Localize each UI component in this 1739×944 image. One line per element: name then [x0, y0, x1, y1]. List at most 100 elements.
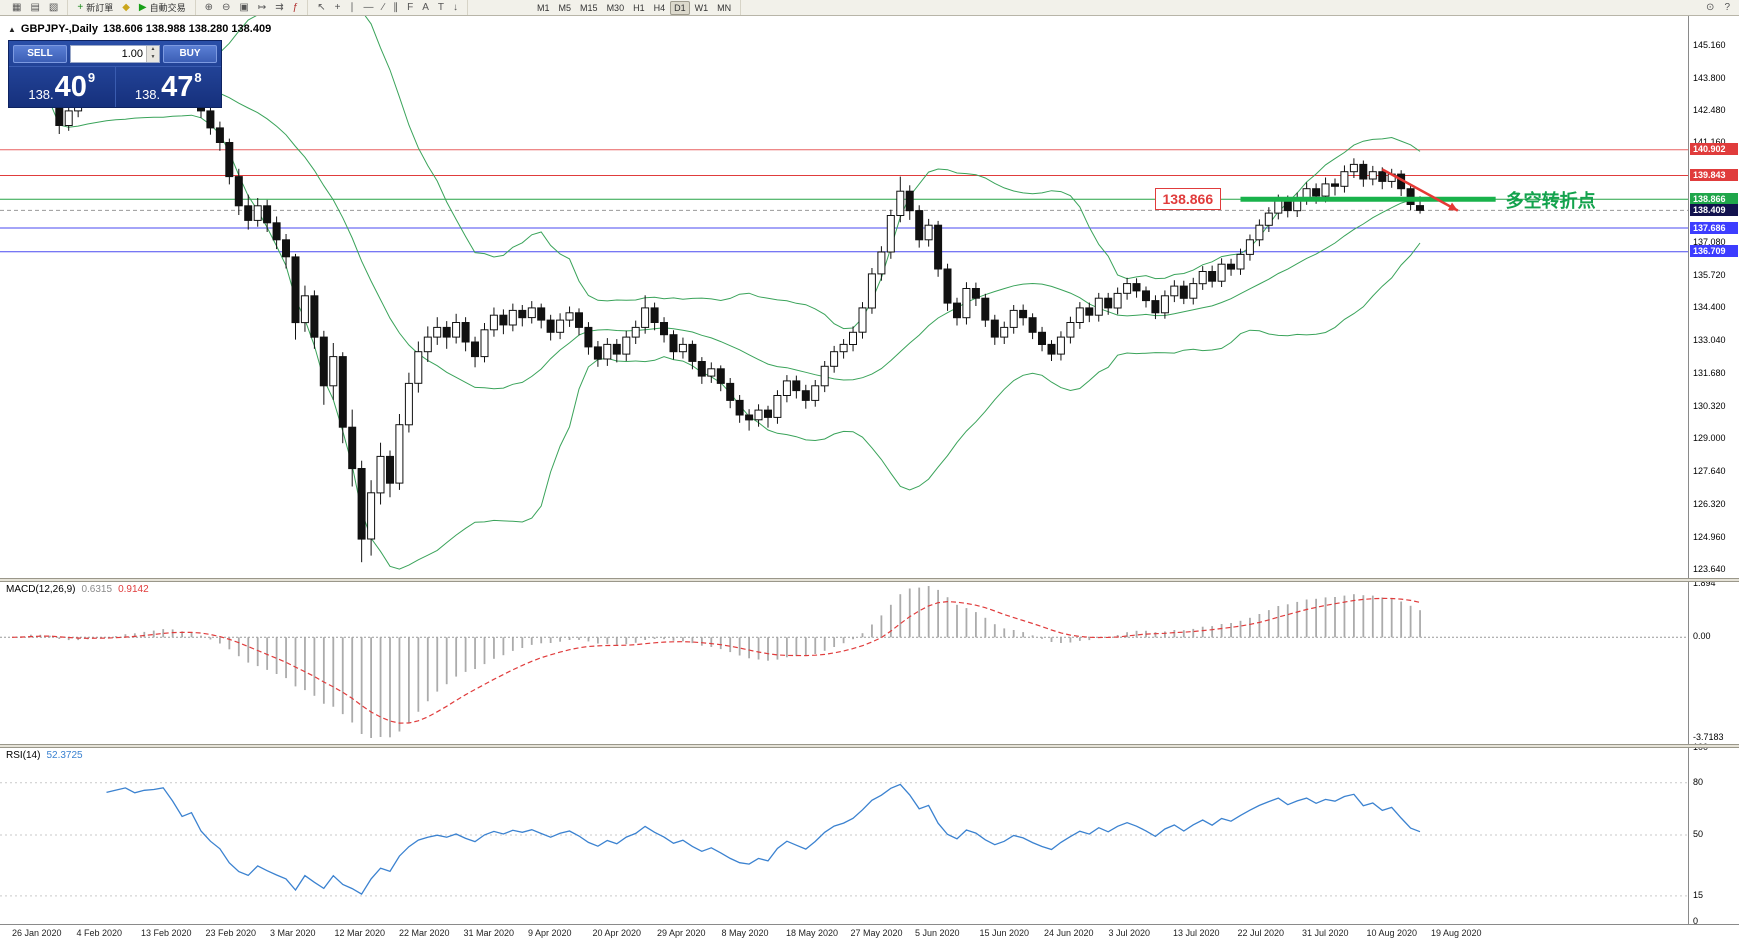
zoom-out-button[interactable]: ⊖ [218, 1, 234, 15]
chart-shift-button[interactable]: ⇉ [271, 1, 287, 15]
auto-scroll-button[interactable]: ↦ [254, 1, 270, 15]
tf-m1-label: M1 [537, 2, 550, 13]
new-order-label: 新訂單 [86, 3, 114, 13]
collapse-icon[interactable]: ▲ [8, 24, 16, 34]
metaeditor-button[interactable]: ◆ [118, 1, 134, 15]
date-axis[interactable]: 26 Jan 2020 4 Feb 2020 13 Feb 2020 23 Feb 2… [0, 925, 1739, 944]
tf-d1-button[interactable]: D1 [670, 0, 690, 15]
volume-value: 1.00 [121, 47, 143, 60]
price-axis[interactable]: 145.160 143.800 142.480 141.160 137.080 135.7… [1690, 0, 1739, 944]
zoom-in-button[interactable]: ⊕ [201, 1, 217, 15]
price-axis-separator [1688, 16, 1689, 924]
date-label: 18 May 2020 [786, 928, 839, 938]
date-label: 5 Jun 2020 [915, 928, 960, 938]
macd-label: MACD(12,26,9) 0.6315 0.9142 [6, 584, 149, 595]
horizontal-line-button[interactable]: ― [359, 1, 377, 15]
indicators-button[interactable]: ƒ [289, 1, 303, 15]
new-order-button[interactable]: + 新訂單 [73, 1, 117, 15]
price-axis-label: 145.160 [1693, 40, 1726, 51]
tf-w1-button[interactable]: W1 [691, 1, 713, 15]
sell-button[interactable]: SELL [13, 44, 67, 63]
help-button[interactable]: ? [1720, 1, 1734, 15]
date-label: 31 Mar 2020 [463, 928, 515, 938]
spinner-down-icon[interactable]: ▼ [147, 53, 159, 62]
price-axis-label: 135.720 [1693, 269, 1726, 280]
sell-price-pips: 40 [54, 70, 87, 103]
date-label: 23 Feb 2020 [205, 928, 257, 938]
date-label: 29 Apr 2020 [657, 928, 706, 938]
vertical-line-button[interactable]: ∣ [345, 1, 358, 15]
volume-input[interactable]: 1.00 ▲ ▼ [70, 44, 160, 63]
tf-m1-button[interactable]: M1 [533, 1, 554, 15]
date-label: 31 Jul 2020 [1302, 928, 1349, 938]
volume-spinner[interactable]: ▲ ▼ [146, 45, 159, 62]
rsi-pane-splitter[interactable] [0, 744, 1739, 748]
macd-axis-label: 0.00 [1693, 631, 1711, 642]
price-axis-label: 137.080 [1693, 236, 1726, 247]
toolbar-group-chart-tools: ⊕ ⊖ ▣ ↦ ⇉ ƒ [196, 0, 309, 15]
price-tag-137.686: 137.686 [1690, 221, 1738, 234]
trendline-button[interactable]: ∕ [378, 1, 388, 15]
autotrading-button[interactable]: ▶ 自動交易 [135, 1, 190, 15]
text-icon: A [422, 1, 429, 13]
arrows-icon: ↓ [453, 1, 459, 13]
new-chart-button[interactable]: ▦ [8, 1, 25, 15]
tile-windows-icon: ▣ [239, 1, 249, 13]
annotations [1240, 168, 1496, 212]
tf-m15-button[interactable]: M15 [576, 1, 602, 15]
price-axis-label: 127.640 [1693, 466, 1726, 477]
channel-icon: ∥ [393, 1, 399, 13]
fibonacci-icon: F [407, 1, 414, 13]
price-axis-label: 133.040 [1693, 335, 1726, 346]
tf-m30-button[interactable]: M30 [603, 1, 629, 15]
rsi-axis-label: 0 [1693, 916, 1699, 926]
autotrading-label: 自動交易 [149, 3, 186, 13]
cursor-button[interactable]: ↖ [313, 1, 329, 15]
macd-main-value: 0.6315 [81, 584, 113, 595]
rsi-axis-label: 15 [1693, 889, 1704, 900]
spinner-up-icon[interactable]: ▲ [147, 45, 159, 54]
toolbar-right: ⊙? [1702, 1, 1736, 15]
rsi-label: RSI(14) 52.3725 [6, 750, 83, 761]
macd-axis-label: 1.894 [1693, 578, 1716, 588]
tf-m30-label: M30 [606, 2, 625, 13]
date-label: 9 Apr 2020 [528, 928, 572, 938]
symbol-title: GBPJPY-,Daily [20, 23, 98, 35]
date-label: 13 Jul 2020 [1173, 928, 1220, 938]
macd-pane-splitter[interactable] [0, 578, 1739, 582]
zoom-out-icon: ⊖ [222, 1, 231, 13]
price-axis-label: 131.680 [1693, 368, 1726, 379]
arrows-button[interactable]: ↓ [449, 1, 462, 15]
zoom-in-icon: ⊕ [204, 1, 214, 13]
tile-windows-button[interactable]: ▣ [235, 1, 252, 15]
text-button[interactable]: A [418, 1, 433, 15]
tf-mn-button[interactable]: MN [713, 1, 735, 15]
tf-d1-label: D1 [674, 2, 686, 13]
buy-button[interactable]: BUY [163, 44, 217, 63]
label-button[interactable]: T [434, 1, 448, 15]
profiles-button[interactable]: ▤ [26, 1, 43, 15]
search-button[interactable]: ⊙ [1702, 1, 1718, 15]
candles [8, 59, 1424, 563]
autotrading-icon: ▶ [138, 1, 147, 13]
tf-h1-button[interactable]: H1 [629, 1, 649, 15]
date-label: 24 Jun 2020 [1044, 928, 1094, 938]
toolbar-group-objects: ↖ + ∣ ― ∕ ∥ F A T ↓ [308, 0, 469, 15]
date-label: 4 Feb 2020 [76, 928, 123, 938]
fibonacci-button[interactable]: F [403, 1, 417, 15]
date-label: 26 Jan 2020 [12, 928, 62, 938]
tf-h4-button[interactable]: H4 [650, 1, 670, 15]
price-divider [114, 67, 116, 107]
channel-button[interactable]: ∥ [389, 1, 402, 15]
metaeditor-icon: ◆ [122, 1, 130, 13]
tf-m5-button[interactable]: M5 [555, 1, 576, 15]
indicators-icon: ƒ [292, 1, 299, 13]
buy-price-figure: 138. [134, 87, 161, 102]
crosshair-button[interactable]: + [331, 1, 345, 15]
templates-button[interactable]: ▧ [45, 1, 62, 15]
date-label: 8 May 2020 [721, 928, 769, 938]
date-label: 22 Jul 2020 [1237, 928, 1285, 938]
sell-price[interactable]: 138. 40 9 [9, 67, 115, 107]
buy-price[interactable]: 138. 47 8 [116, 67, 222, 107]
